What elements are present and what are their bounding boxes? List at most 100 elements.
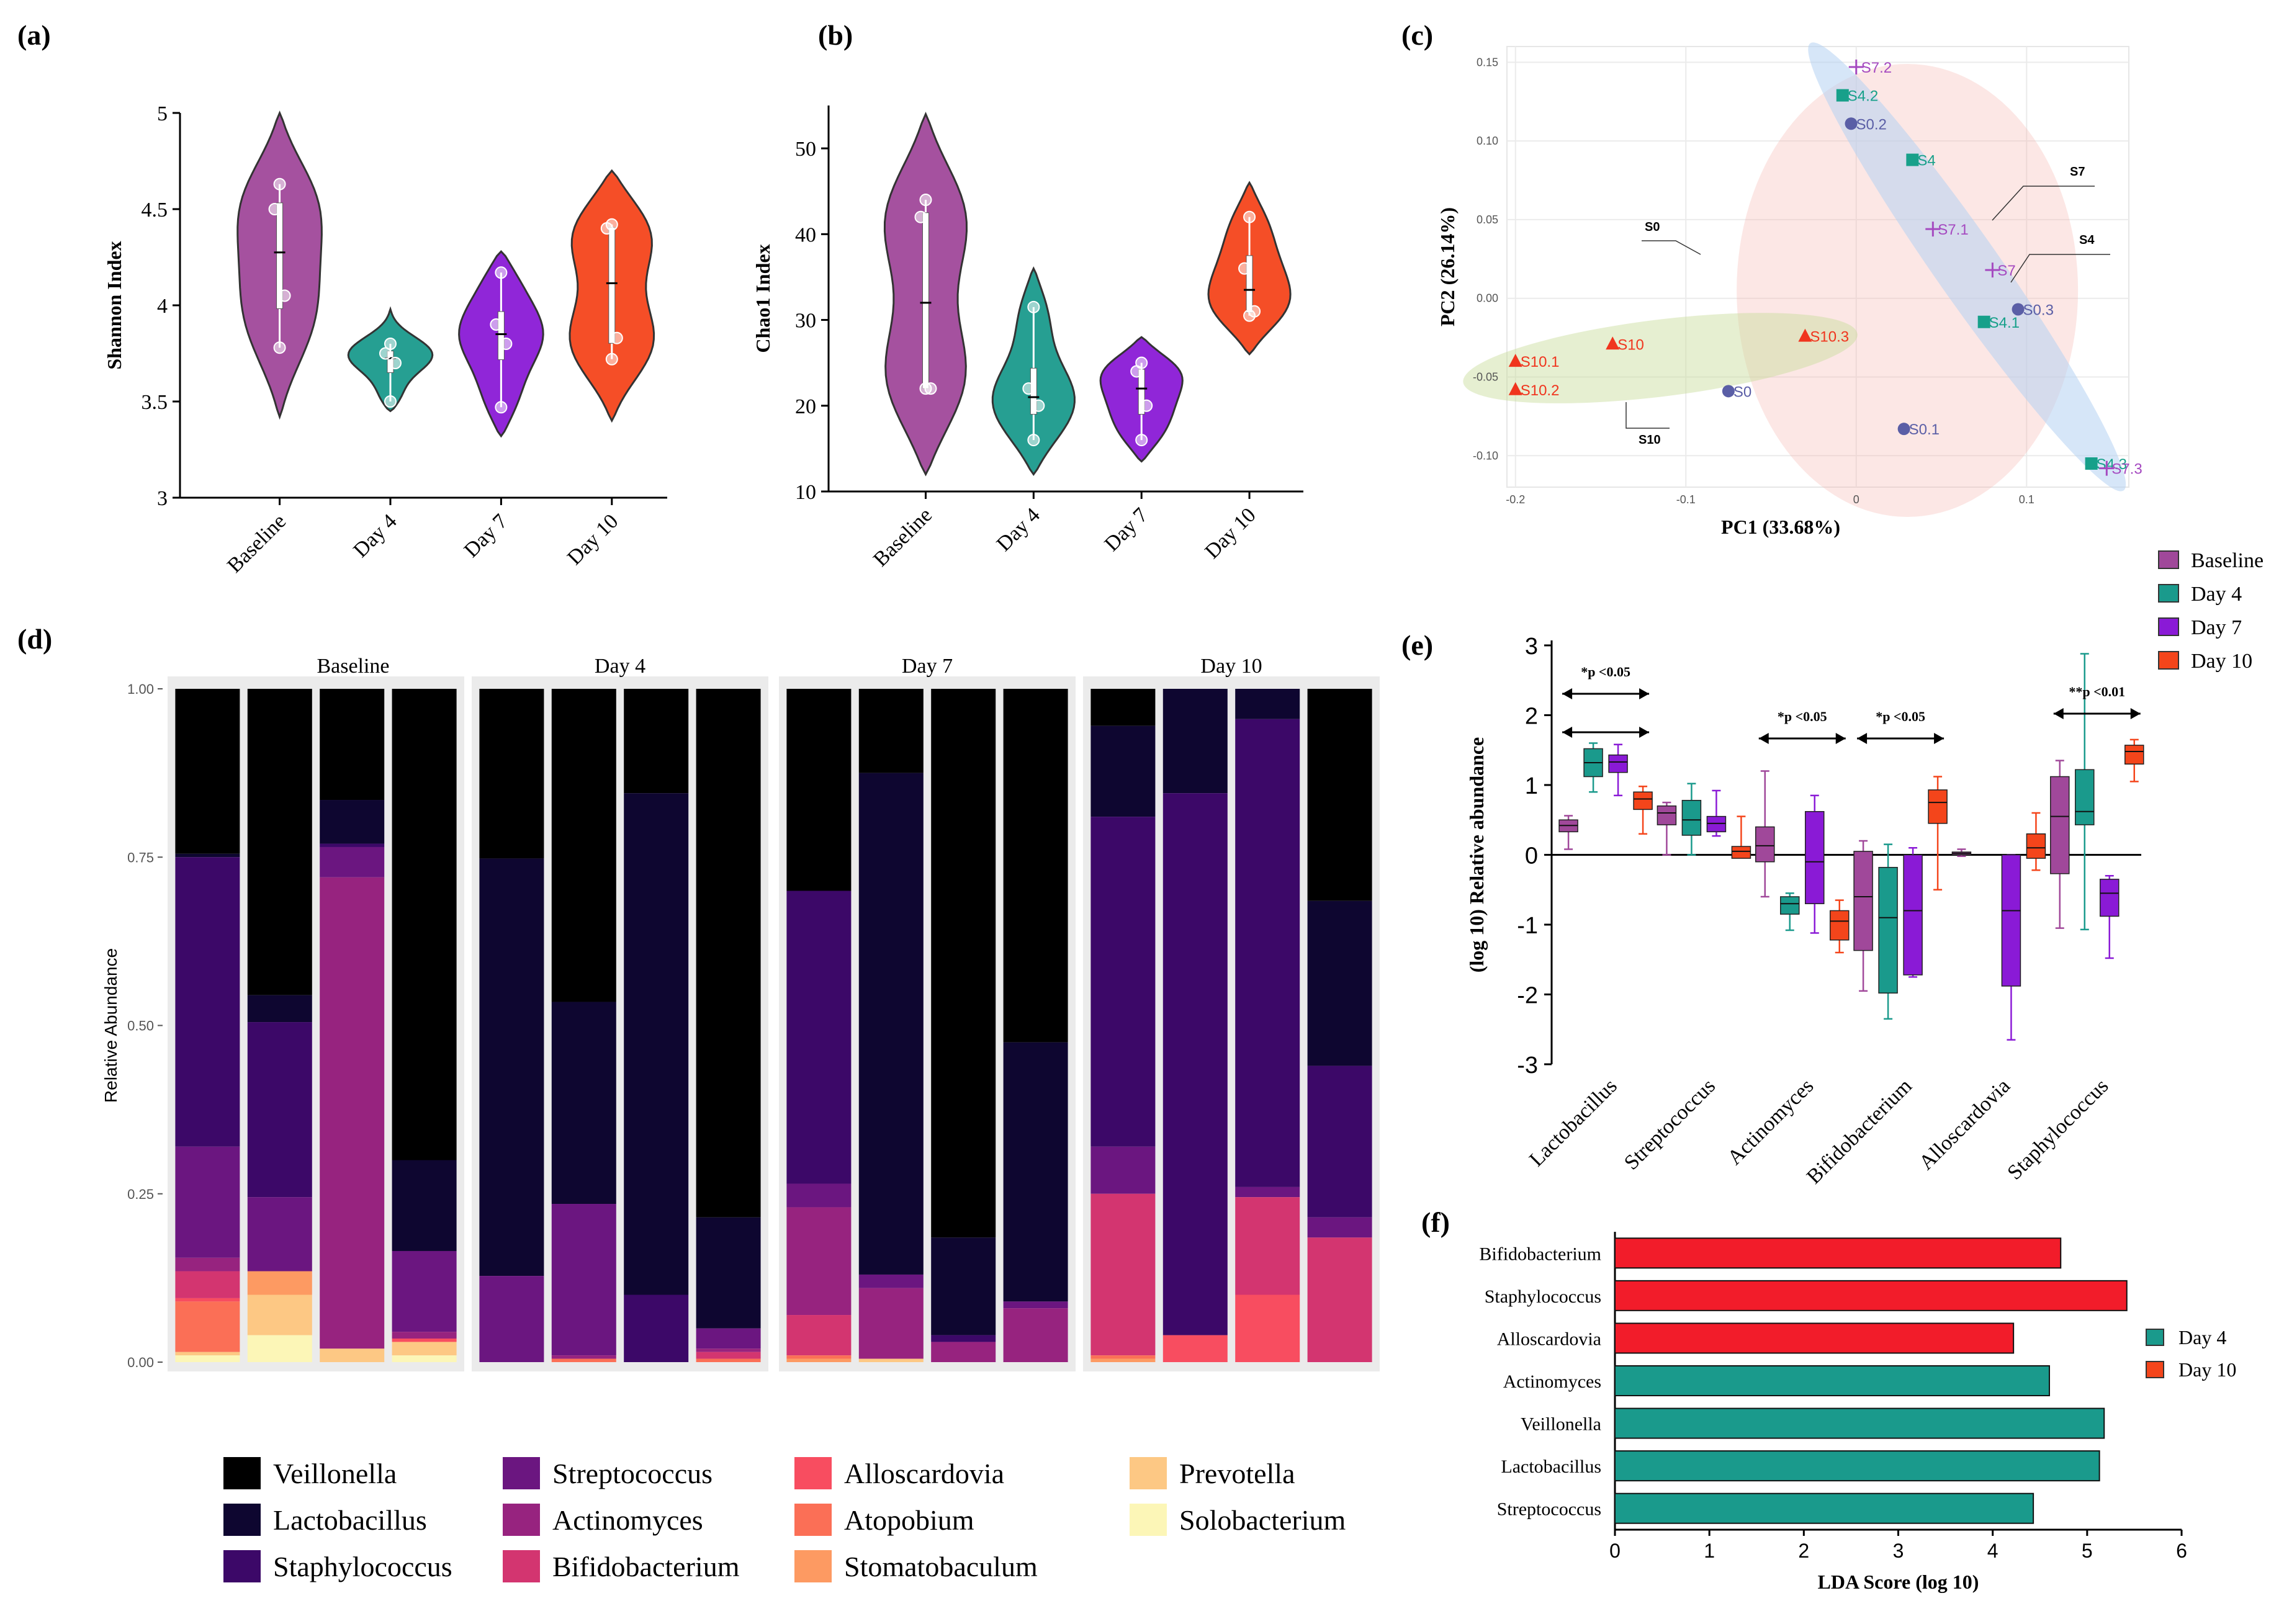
x-tick-label: Lactobacillus (1525, 1074, 1622, 1171)
pca-point-S0.2 (1845, 117, 1858, 130)
bar-segment-lactobacillus (175, 853, 240, 858)
panel-d-stacked-bars: Relative Abundance 0.00 0.25 0.50 0.75 1.00 Ba… (101, 655, 1380, 1582)
bar-segment-actinomyces (1003, 1308, 1068, 1362)
bar-segment-lactobacillus (1235, 689, 1300, 719)
data-point (919, 194, 932, 207)
box-baseline (1657, 805, 1677, 825)
y-tick-label: 3.5 (142, 391, 168, 414)
y-tick-label: -0.05 (1473, 371, 1498, 384)
data-point (1238, 262, 1251, 275)
bar-segment-staphylococcus (1090, 817, 1156, 1147)
legend-label: Baseline (2191, 549, 2264, 572)
y-tick-label: 40 (795, 223, 816, 246)
data-point (605, 218, 618, 231)
bar-segment-streptococcus (320, 846, 385, 877)
group-label: S7 (2070, 165, 2085, 179)
bar-segment-staphylococcus (931, 1335, 996, 1342)
pca-point-label: S4.2 (1848, 88, 1878, 105)
y-tick-label: 0.10 (1477, 135, 1498, 147)
facet-title: Day 4 (595, 655, 645, 678)
data-point (1032, 399, 1045, 412)
data-point (268, 203, 281, 215)
pca-point-label: S7.1 (1938, 222, 1968, 238)
legend-label: Day 4 (2191, 583, 2242, 606)
legend-swatch (2146, 1329, 2164, 1346)
bar-segment-staphylococcus (786, 891, 852, 1184)
data-point (1140, 399, 1153, 412)
legend-swatch (794, 1504, 832, 1536)
violin-iqr-box (922, 212, 929, 389)
data-point (914, 210, 927, 223)
bar-segment-staphylococcus (1235, 719, 1300, 1187)
bar-segment-bifidobacterium (1307, 1237, 1372, 1362)
y-tick-label: Lactobacillus (1501, 1456, 1601, 1477)
panel-label-b: (b) (818, 19, 853, 51)
y-tick-label: Bifidobacterium (1479, 1244, 1601, 1264)
bar-segment-streptococcus (858, 1274, 924, 1288)
data-point (1135, 434, 1148, 447)
facet-title: Day 7 (902, 655, 953, 678)
bar-segment-prevotella (392, 1342, 457, 1356)
bar-segment-alloscardovia (175, 1298, 240, 1302)
bar-segment-actinomyces (786, 1207, 852, 1316)
panel-label-e: (e) (1401, 629, 1433, 661)
panel-e-boxplot: -3 -2 -1 0 1 2 3 (log 10) Relative abundance Lac… (1465, 549, 2264, 1188)
x-tick-label: 0.1 (2019, 493, 2034, 506)
box-day-7 (1903, 854, 1923, 976)
plot-area (1506, 46, 2129, 488)
y-tick-label: 0.15 (1477, 56, 1498, 68)
x-tick-label: 6 (2176, 1540, 2187, 1562)
violin-iqr-box (608, 227, 616, 344)
x-tick-label: Day 7 (1100, 503, 1153, 555)
bar-segment-staphylococcus (320, 843, 385, 847)
lda-bar-actinomyces (1614, 1365, 2050, 1396)
bar-segment-lactobacillus (624, 793, 689, 1295)
bar-segment-actinomyces (696, 1348, 761, 1352)
legend-label: Bifidobacterium (552, 1551, 740, 1582)
facet-title: Day 10 (1200, 655, 1262, 678)
data-point (495, 266, 508, 279)
box-day-4 (1878, 867, 1898, 994)
pca-point-S10.3 (1798, 328, 1812, 342)
bar-segment-solobacterium (392, 1355, 457, 1362)
data-point (495, 401, 508, 414)
bar-segment-lactobacillus (1003, 1042, 1068, 1302)
bar-segment-lactobacillus (1307, 900, 1372, 1066)
x-tick-label: Day 4 (349, 509, 401, 562)
box-day-7 (1608, 754, 1628, 773)
bar-segment-streptococcus (696, 1328, 761, 1349)
bar-segment-actinomyces (175, 1257, 240, 1272)
panel-b-chao1-violin: 10 20 30 40 50 Chao1 Index Baseline Day 4 Day 7 D… (752, 105, 1303, 571)
y-tick-label: 4.5 (142, 199, 168, 222)
legend-label: Prevotella (1179, 1458, 1295, 1489)
data-point (384, 395, 397, 408)
bar-segment-veillonella (858, 689, 924, 773)
data-point (1027, 434, 1040, 447)
legend-label: Veillonella (273, 1458, 397, 1489)
bar-segment-lactobacillus (247, 995, 312, 1023)
lda-bar-alloscardovia (1614, 1322, 2015, 1354)
panel-label-a: (a) (17, 19, 51, 51)
bar-segment-veillonella (247, 689, 312, 995)
y-tick-label: 0.50 (127, 1018, 154, 1034)
y-tick-label: 3 (1525, 634, 1538, 660)
bar-segment-veillonella (479, 689, 544, 859)
pca-point-label: S7.3 (2111, 461, 2142, 478)
bar-segment-veillonella (786, 689, 852, 891)
y-tick-label: Alloscardovia (1497, 1329, 1601, 1349)
y-tick-label: 0 (1525, 843, 1538, 869)
x-tick-label: Bifidobacterium (1802, 1074, 1917, 1188)
pca-point-S4.3 (2085, 457, 2098, 470)
y-tick-label: 0.00 (127, 1355, 154, 1370)
data-point (379, 347, 392, 360)
pca-point-label: S10.3 (1810, 329, 1849, 346)
bar-segment-streptococcus (247, 1197, 312, 1272)
legend-swatch (2158, 651, 2179, 670)
legend-swatch (503, 1457, 540, 1489)
group-label: S4 (2079, 233, 2095, 247)
bar-segment-streptococcus (786, 1183, 852, 1208)
box-day-10 (1928, 789, 1948, 824)
x-tick-label: Staphylococcus (2003, 1074, 2113, 1184)
y-tick-label: 0.25 (127, 1187, 154, 1202)
pca-point-label: S4 (1917, 153, 1935, 169)
